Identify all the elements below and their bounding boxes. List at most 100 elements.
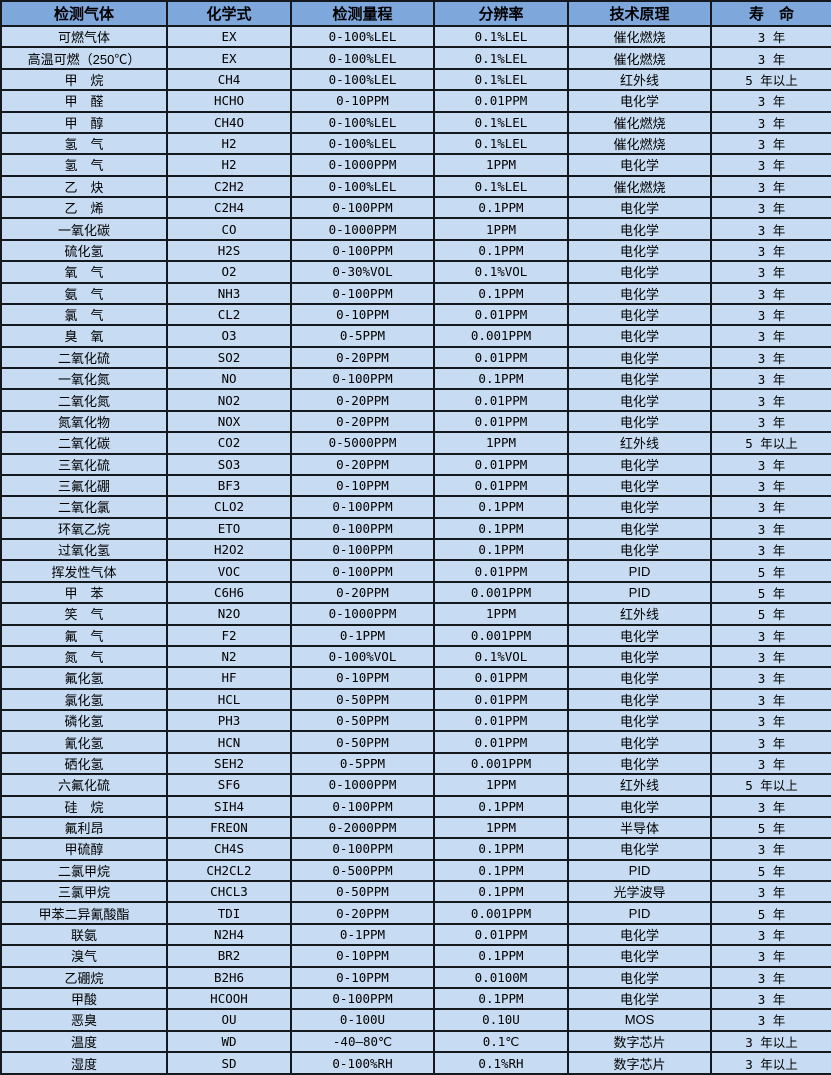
principle-cell: 电化学 — [567, 238, 712, 263]
lifespan-cell: 3 年 — [710, 260, 831, 284]
principle-cell: 半导体 — [567, 815, 712, 840]
gas-name-cell: 笑 气 — [0, 602, 168, 626]
resolution-cell: 0.1%LEL — [433, 67, 569, 92]
table-row: 氯化氢 HCL 0-50PPM 0.01PPM 电化学 3 年 — [0, 687, 831, 712]
lifespan-cell: 3 年 — [710, 666, 831, 690]
chemical-formula-cell: CL2 — [166, 302, 292, 327]
lifespan-cell: 3 年 — [710, 388, 831, 412]
table-row: 过氧化氢 H2O2 0-100PPM 0.1PPM 电化学 3 年 — [0, 537, 831, 562]
column-header-principle: 技术原理 — [567, 0, 712, 27]
gas-name-cell: 二氧化硫 — [0, 345, 168, 370]
principle-cell: 电化学 — [567, 89, 712, 113]
table-row: 氮 气 N2 0-100%VOL 0.1%VOL 电化学 3 年 — [0, 644, 831, 669]
table-row: 一氧化碳 CO 0-1000PPM 1PPM 电化学 3 年 — [0, 217, 831, 241]
gas-name-cell: 氧 气 — [0, 260, 168, 284]
chemical-formula-cell: H2 — [166, 131, 292, 156]
chemical-formula-cell: NO — [166, 366, 292, 391]
detection-range-cell: 0-100PPM — [290, 537, 435, 562]
resolution-cell: 0.1%LEL — [433, 110, 569, 134]
table-row: 氟化氢 HF 0-10PPM 0.01PPM 电化学 3 年 — [0, 666, 831, 690]
detection-range-cell: 0-5PPM — [290, 751, 435, 776]
resolution-cell: 0.1PPM — [433, 495, 569, 519]
table-row: 甲 苯 C6H6 0-20PPM 0.001PPM PID 5 年 — [0, 580, 831, 605]
detection-range-cell: 0-100PPM — [290, 195, 435, 220]
lifespan-cell: 3 年 — [710, 794, 831, 818]
detection-range-cell: 0-100PPM — [290, 281, 435, 305]
principle-cell: 电化学 — [567, 516, 712, 541]
table-row: 氢 气 H2 0-1000PPM 1PPM 电化学 3 年 — [0, 153, 831, 177]
detection-range-cell: 0-5PPM — [290, 324, 435, 348]
table-row: 乙 烯 C2H4 0-100PPM 0.1PPM 电化学 3 年 — [0, 195, 831, 220]
chemical-formula-cell: TDI — [166, 901, 292, 925]
lifespan-cell: 3 年 — [710, 217, 831, 241]
chemical-formula-cell: OU — [166, 1008, 292, 1032]
table-row: 三氟化硼 BF3 0-10PPM 0.01PPM 电化学 3 年 — [0, 473, 831, 498]
resolution-cell: 0.1PPM — [433, 986, 569, 1011]
gas-name-cell: 联氨 — [0, 922, 168, 947]
chemical-formula-cell: H2S — [166, 238, 292, 263]
gas-name-cell: 氟化氢 — [0, 666, 168, 690]
lifespan-cell: 3 年 — [710, 687, 831, 712]
lifespan-cell: 3 年 — [710, 195, 831, 220]
gas-name-cell: 氨 气 — [0, 281, 168, 305]
resolution-cell: 0.1PPM — [433, 944, 569, 968]
resolution-cell: 0.1%VOL — [433, 260, 569, 284]
resolution-cell: 0.1%RH — [433, 1051, 569, 1075]
resolution-cell: 0.01PPM — [433, 559, 569, 583]
principle-cell: 电化学 — [567, 473, 712, 498]
detection-range-cell: 0-20PPM — [290, 388, 435, 412]
detection-range-cell: 0-20PPM — [290, 901, 435, 925]
detection-range-cell: 0-100PPM — [290, 516, 435, 541]
table-row: 湿度 SD 0-100%RH 0.1%RH 数字芯片 3 年以上 — [0, 1051, 831, 1075]
chemical-formula-cell: WD — [166, 1029, 292, 1054]
gas-name-cell: 硅 烷 — [0, 794, 168, 818]
detection-range-cell: 0-20PPM — [290, 452, 435, 476]
resolution-cell: 0.001PPM — [433, 580, 569, 605]
table-row: 氨 气 NH3 0-100PPM 0.1PPM 电化学 3 年 — [0, 281, 831, 305]
gas-name-cell: 甲酸 — [0, 986, 168, 1011]
chemical-formula-cell: PH3 — [166, 708, 292, 733]
chemical-formula-cell: SIH4 — [166, 794, 292, 818]
principle-cell: MOS — [567, 1008, 712, 1032]
gas-name-cell: 磷化氢 — [0, 708, 168, 733]
lifespan-cell: 3 年 — [710, 708, 831, 733]
resolution-cell: 0.001PPM — [433, 623, 569, 647]
detection-range-cell: 0-100%LEL — [290, 110, 435, 134]
resolution-cell: 0.1PPM — [433, 195, 569, 220]
principle-cell: 电化学 — [567, 837, 712, 861]
detection-range-cell: 0-2000PPM — [290, 815, 435, 840]
detection-range-cell: 0-100%LEL — [290, 46, 435, 70]
detection-range-cell: 0-100PPM — [290, 495, 435, 519]
chemical-formula-cell: SEH2 — [166, 751, 292, 776]
principle-cell: 电化学 — [567, 965, 712, 989]
lifespan-cell: 3 年 — [710, 174, 831, 199]
principle-cell: 电化学 — [567, 687, 712, 712]
lifespan-cell: 3 年 — [710, 345, 831, 370]
lifespan-cell: 3 年以上 — [710, 1029, 831, 1054]
lifespan-cell: 5 年 — [710, 580, 831, 605]
principle-cell: 电化学 — [567, 666, 712, 690]
table-row: 温度 WD -40—80℃ 0.1℃ 数字芯片 3 年以上 — [0, 1029, 831, 1054]
lifespan-cell: 3 年 — [710, 879, 831, 904]
chemical-formula-cell: HCL — [166, 687, 292, 712]
gas-name-cell: 过氧化氢 — [0, 537, 168, 562]
resolution-cell: 1PPM — [433, 773, 569, 797]
resolution-cell: 1PPM — [433, 602, 569, 626]
principle-cell: 电化学 — [567, 730, 712, 754]
principle-cell: 红外线 — [567, 67, 712, 92]
detection-range-cell: 0-30%VOL — [290, 260, 435, 284]
lifespan-cell: 3 年 — [710, 944, 831, 968]
detection-range-cell: 0-1PPM — [290, 922, 435, 947]
table-row: 高温可燃（250℃） EX 0-100%LEL 0.1%LEL 催化燃烧 3 年 — [0, 46, 831, 70]
lifespan-cell: 3 年 — [710, 537, 831, 562]
resolution-cell: 1PPM — [433, 431, 569, 455]
principle-cell: 电化学 — [567, 623, 712, 647]
table-row: 氮氧化物 NOX 0-20PPM 0.01PPM 电化学 3 年 — [0, 409, 831, 434]
chemical-formula-cell: F2 — [166, 623, 292, 647]
principle-cell: 光学波导 — [567, 879, 712, 904]
detection-range-cell: 0-10PPM — [290, 89, 435, 113]
lifespan-cell: 5 年 — [710, 559, 831, 583]
resolution-cell: 0.1PPM — [433, 516, 569, 541]
lifespan-cell: 3 年 — [710, 730, 831, 754]
